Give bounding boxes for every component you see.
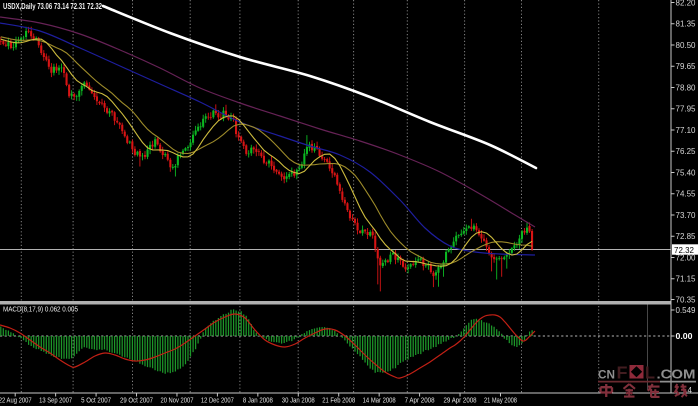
svg-text:USDX,Daily 73.06 73.14 72.31: USDX,Daily 73.06 73.14 72.31 72.32 — [3, 2, 102, 11]
svg-text:21 May 2008: 21 May 2008 — [484, 398, 517, 405]
svg-text:80.50: 80.50 — [676, 41, 697, 50]
svg-text:12 Dec 2007: 12 Dec 2007 — [201, 398, 234, 405]
svg-text:74.55: 74.55 — [676, 190, 697, 199]
svg-text:81.35: 81.35 — [676, 20, 697, 29]
svg-text:72.85: 72.85 — [676, 232, 697, 241]
svg-text:70.35: 70.35 — [676, 295, 697, 304]
svg-text:0.00: 0.00 — [676, 332, 694, 341]
svg-text:MACD(8,17,9) 0.062 0.005: MACD(8,17,9) 0.062 0.005 — [3, 305, 78, 314]
svg-text:14 Mar 2008: 14 Mar 2008 — [363, 398, 396, 405]
svg-text:4: 4 — [688, 386, 693, 395]
svg-text:30 Jan 2008: 30 Jan 2008 — [282, 398, 315, 405]
svg-text:F: F — [617, 363, 628, 383]
svg-text:75.40: 75.40 — [676, 168, 697, 177]
svg-text:29 Apr 2008: 29 Apr 2008 — [444, 398, 477, 405]
svg-text:L: L — [645, 363, 655, 383]
svg-text:72.32: 72.32 — [674, 246, 695, 255]
svg-text:77.10: 77.10 — [676, 126, 697, 135]
svg-text:82.20: 82.20 — [676, 0, 697, 7]
svg-text:7 Apr 2008: 7 Apr 2008 — [405, 398, 435, 405]
svg-text:20 Nov 2007: 20 Nov 2007 — [160, 398, 193, 405]
svg-text:5 Oct 2007: 5 Oct 2007 — [81, 398, 111, 405]
svg-text:79.65: 79.65 — [676, 62, 697, 71]
svg-text:78.80: 78.80 — [676, 83, 697, 92]
svg-text:72.00: 72.00 — [676, 253, 697, 262]
svg-text:0.549: 0.549 — [676, 306, 697, 315]
svg-text:13 Sep 2007: 13 Sep 2007 — [39, 398, 72, 405]
svg-text:.COM: .COM — [657, 368, 696, 382]
svg-text:CN: CN — [598, 370, 615, 382]
svg-text:29 Oct 2007: 29 Oct 2007 — [120, 398, 153, 405]
svg-text:76.25: 76.25 — [676, 147, 697, 156]
svg-text:8 Jan 2008: 8 Jan 2008 — [243, 398, 273, 405]
svg-text:22 Aug 2007: 22 Aug 2007 — [0, 398, 32, 405]
svg-text:21 Feb 2008: 21 Feb 2008 — [322, 398, 355, 405]
svg-text:77.95: 77.95 — [676, 105, 697, 114]
svg-text:73.70: 73.70 — [676, 211, 697, 220]
svg-text:71.15: 71.15 — [676, 275, 697, 284]
